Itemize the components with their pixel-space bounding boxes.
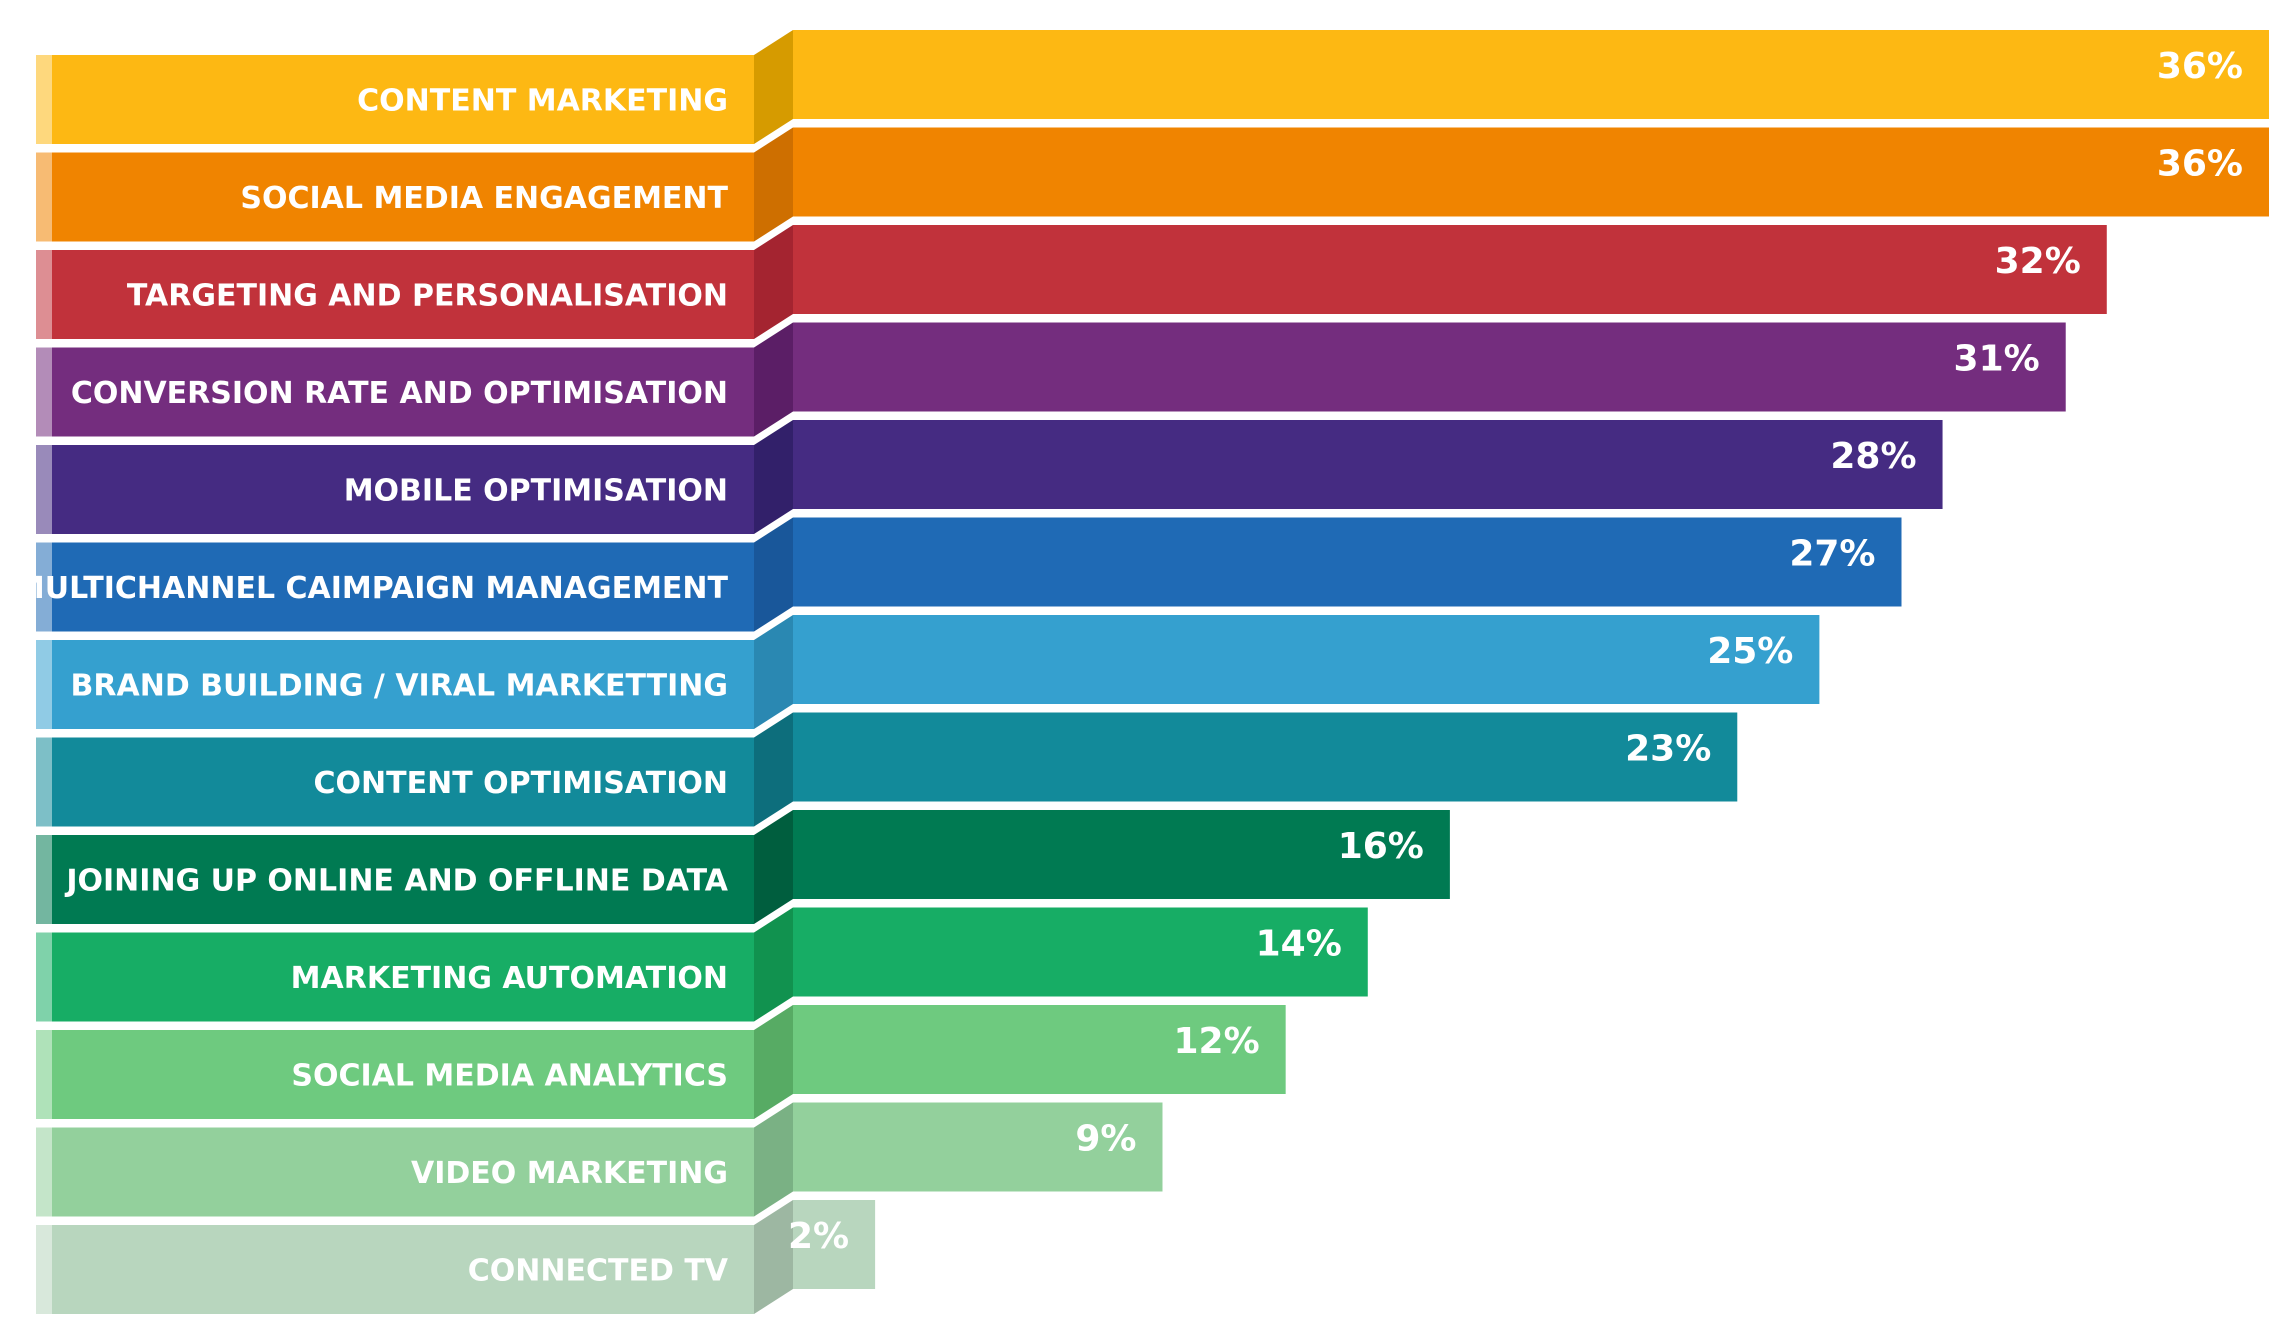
label-ribbon [36, 1225, 754, 1314]
value-label: 31% [1954, 339, 2040, 380]
value-label: 36% [2157, 144, 2243, 185]
value-label: 36% [2157, 46, 2243, 87]
label-ribbon [36, 250, 754, 339]
ribbon-edge [36, 445, 52, 534]
bar-row: TARGETING AND PERSONALISATION 32% [36, 225, 2107, 339]
value-label: 16% [1338, 826, 1424, 867]
bar-row: CONVERSION RATE AND OPTIMISATION 31% [36, 322, 2066, 437]
value-label: 12% [1173, 1021, 1259, 1062]
bar [793, 127, 2269, 217]
bar-row: MULTICHANNEL CAIMPAIGN MANAGEMENT 27% [15, 517, 1902, 632]
ribbon-edge [36, 737, 52, 827]
ribbon-edge [36, 347, 52, 437]
bar-row: CONTENT OPTIMISATION 23% [36, 712, 1738, 827]
bar-fold [754, 1102, 793, 1217]
value-label: 28% [1830, 436, 1916, 477]
ribbon-edge [36, 542, 52, 632]
category-label: VIDEO MARKETING [411, 1156, 728, 1191]
category-label: MULTICHANNEL CAIMPAIGN MANAGEMENT [15, 571, 729, 606]
label-ribbon [36, 932, 754, 1022]
category-label: CONVERSION RATE AND OPTIMISATION [71, 376, 728, 411]
bar-fold [754, 30, 793, 144]
ribbon-edge [36, 55, 52, 144]
value-label: 14% [1256, 924, 1342, 965]
category-label: SOCIAL MEDIA ENGAGEMENT [240, 181, 728, 216]
ribbon-edge [36, 1030, 52, 1119]
ribbon-edge [36, 250, 52, 339]
bar [793, 810, 1450, 899]
bar [793, 1005, 1286, 1094]
bar [793, 615, 1820, 704]
category-label: TARGETING AND PERSONALISATION [127, 279, 728, 314]
ribbon-edge [36, 640, 52, 729]
category-label: BRAND BUILDING / VIRAL MARKETTING [71, 669, 728, 704]
bar-fold [754, 1005, 793, 1119]
bar-fold [754, 225, 793, 339]
bar-fold [754, 810, 793, 924]
label-ribbon [36, 445, 754, 534]
bar-row: SOCIAL MEDIA ENGAGEMENT 36% [36, 127, 2269, 242]
bar-row: SOCIAL MEDIA ANALYTICS 12% [36, 1005, 1286, 1119]
label-ribbon [36, 1030, 754, 1119]
category-label: JOINING UP ONLINE AND OFFLINE DATA [64, 864, 728, 899]
category-label: CONTENT OPTIMISATION [314, 766, 728, 801]
bar-fold [754, 420, 793, 534]
bar-fold [754, 712, 793, 827]
bar [793, 712, 1738, 802]
value-label: 25% [1707, 631, 1793, 672]
bar [793, 1102, 1163, 1192]
value-label: 2% [788, 1216, 849, 1257]
bar [793, 907, 1368, 997]
ribbon-edge [36, 1225, 52, 1314]
label-ribbon [36, 55, 754, 144]
bar [793, 420, 1943, 509]
bar-fold [754, 127, 793, 242]
category-label: MOBILE OPTIMISATION [344, 474, 728, 509]
value-label: 32% [1995, 241, 2081, 282]
bar-fold [754, 517, 793, 632]
ribbon-edge [36, 1127, 52, 1217]
bar-row: MARKETING AUTOMATION 14% [36, 907, 1368, 1022]
bar-fold [754, 1200, 793, 1314]
category-label: SOCIAL MEDIA ANALYTICS [291, 1059, 728, 1094]
bar [793, 322, 2066, 412]
ribbon-edge [36, 152, 52, 242]
bar-row: BRAND BUILDING / VIRAL MARKETTING 25% [36, 615, 1820, 729]
bar [793, 1200, 876, 1289]
label-ribbon [36, 640, 754, 729]
bar [793, 30, 2269, 119]
bar-row: CONTENT MARKETING 36% [36, 30, 2269, 144]
category-label: CONTENT MARKETING [357, 84, 728, 119]
ribbon-edge [36, 932, 52, 1022]
label-ribbon [36, 835, 754, 924]
label-ribbon [36, 347, 754, 437]
bar-row: JOINING UP ONLINE AND OFFLINE DATA 16% [36, 810, 1450, 924]
bar-fold [754, 615, 793, 729]
ribbon-edge [36, 835, 52, 924]
value-label: 23% [1625, 729, 1711, 770]
bar-fold [754, 907, 793, 1022]
bar [793, 517, 1902, 607]
category-label: MARKETING AUTOMATION [291, 961, 728, 996]
bar [793, 225, 2107, 314]
label-ribbon [36, 1127, 754, 1217]
label-ribbon [36, 542, 754, 632]
label-ribbon [36, 737, 754, 827]
label-ribbon [36, 152, 754, 242]
bar-row: MOBILE OPTIMISATION 28% [36, 420, 1943, 534]
value-label: 9% [1075, 1119, 1136, 1160]
bar-row: VIDEO MARKETING 9% [36, 1102, 1163, 1217]
bar-fold [754, 322, 793, 437]
category-label: CONNECTED TV [468, 1254, 729, 1289]
bar-row: CONNECTED TV 2% [36, 1200, 876, 1314]
value-label: 27% [1789, 534, 1875, 575]
